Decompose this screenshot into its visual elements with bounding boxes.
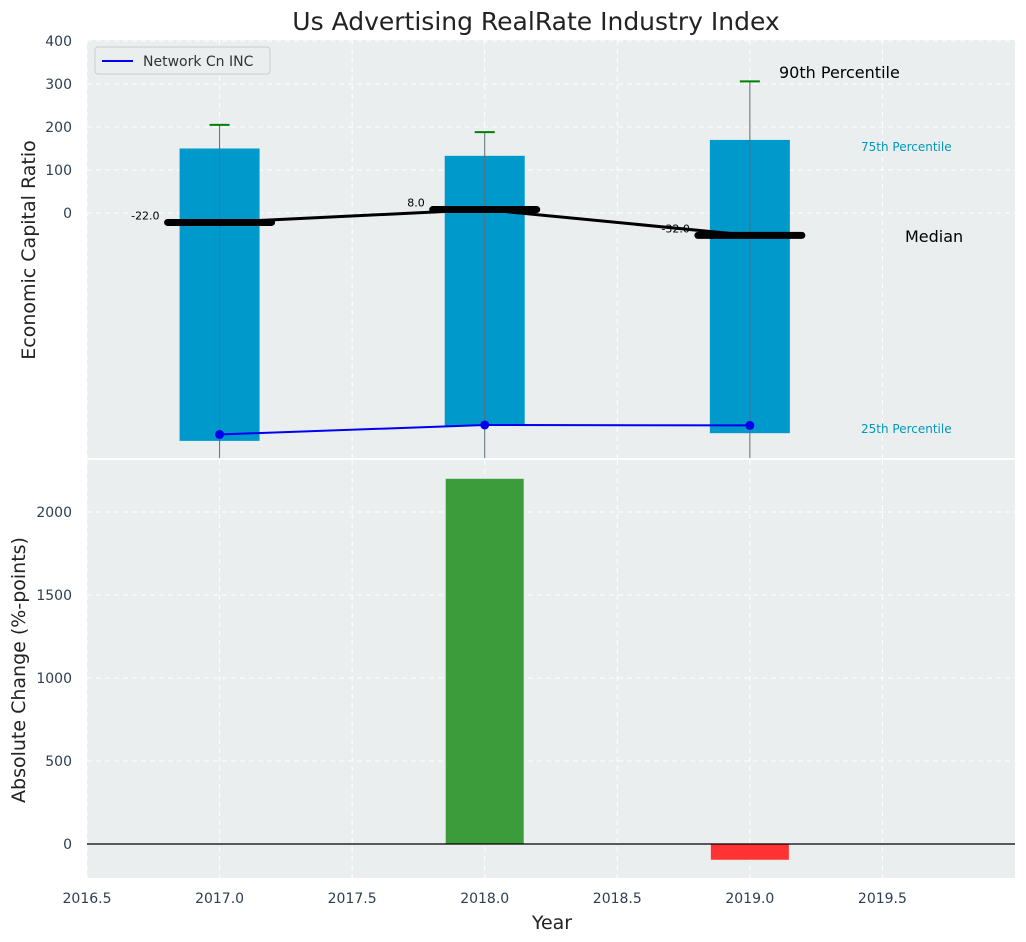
top-y-axis-label: Economic Capital Ratio bbox=[18, 140, 40, 359]
y-tick-label: 1000 bbox=[36, 671, 72, 687]
company-series-point bbox=[215, 429, 225, 439]
top-y-tick-labels: 0 100 200 300 400 bbox=[45, 34, 72, 222]
annotation-25th-percentile: 25th Percentile bbox=[861, 422, 952, 436]
x-tick-label: 2018.0 bbox=[460, 891, 509, 907]
x-tick-label: 2019.5 bbox=[858, 891, 907, 907]
x-tick-label: 2017.0 bbox=[195, 891, 244, 907]
x-axis-label: Year bbox=[531, 912, 572, 934]
top-marks: -22.0 8.0 -32.0 bbox=[131, 80, 806, 458]
median-value-label: -32.0 bbox=[661, 222, 689, 235]
change-bar bbox=[710, 844, 789, 860]
y-tick-label: 300 bbox=[45, 77, 72, 93]
x-tick-label: 2018.5 bbox=[593, 891, 642, 907]
legend-box bbox=[94, 46, 271, 75]
bottom-panel-background bbox=[87, 460, 1015, 878]
annotation-median: Median bbox=[905, 227, 963, 246]
change-bar bbox=[445, 478, 524, 844]
x-tick-label: 2017.5 bbox=[328, 891, 377, 907]
bottom-y-tick-labels: 0 500 1000 1500 2000 bbox=[36, 505, 72, 853]
y-tick-label: 400 bbox=[45, 34, 72, 50]
median-value-label: 8.0 bbox=[407, 197, 425, 210]
bottom-marks bbox=[87, 478, 1015, 860]
y-tick-label: 0 bbox=[63, 206, 72, 222]
y-tick-label: 0 bbox=[63, 837, 72, 853]
chart-title: Us Advertising RealRate Industry Index bbox=[292, 7, 779, 36]
y-tick-label: 1500 bbox=[36, 588, 72, 604]
company-series-point bbox=[480, 420, 490, 430]
y-tick-label: 100 bbox=[45, 163, 72, 179]
annotation-75th-percentile: 75th Percentile bbox=[861, 140, 952, 154]
median-value-label: -22.0 bbox=[131, 209, 159, 222]
panel-divider bbox=[0, 458, 1026, 460]
company-series-point bbox=[745, 420, 755, 430]
x-tick-label: 2016.5 bbox=[63, 891, 112, 907]
legend: Network Cn INC bbox=[94, 46, 271, 75]
y-tick-label: 500 bbox=[45, 754, 72, 770]
annotation-90th-percentile: 90th Percentile bbox=[779, 63, 900, 82]
y-tick-label: 200 bbox=[45, 120, 72, 136]
bottom-y-axis-label: Absolute Change (%-points) bbox=[8, 537, 30, 803]
x-tick-label: 2019.0 bbox=[725, 891, 774, 907]
y-tick-label: 2000 bbox=[36, 505, 72, 521]
x-tick-labels: 2016.5 2017.0 2017.5 2018.0 2018.5 2019.0 2019… bbox=[63, 891, 907, 907]
legend-label: Network Cn INC bbox=[143, 54, 254, 70]
